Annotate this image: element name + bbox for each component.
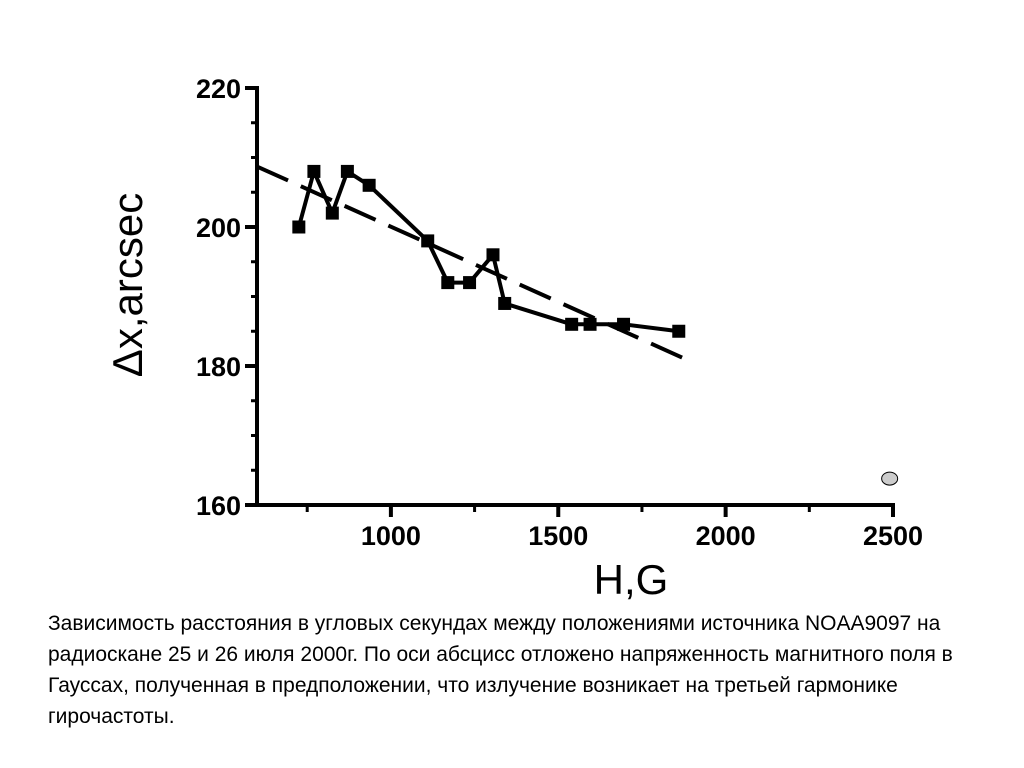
data-point-square xyxy=(292,220,306,234)
data-point-square xyxy=(617,317,631,331)
data-point-circle xyxy=(881,471,899,486)
y-axis-title: Δx,arcsec xyxy=(104,193,151,377)
data-point-square xyxy=(583,317,597,331)
data-point-square xyxy=(486,248,500,262)
x-tick-label: 1500 xyxy=(528,521,588,551)
x-tick-label: 2000 xyxy=(696,521,756,551)
y-tick-label: 200 xyxy=(196,213,241,243)
chart-ticks: 160 180 200 220 1000 1500 2000 2500 xyxy=(196,74,923,551)
y-tick-label: 160 xyxy=(196,491,241,521)
data-point-square xyxy=(565,317,579,331)
x-tick-label: 2500 xyxy=(863,521,923,551)
data-point-square xyxy=(340,164,354,178)
data-point-square xyxy=(672,324,686,338)
figure-caption: Зависимость расстояния в угловых секунда… xyxy=(48,612,953,728)
data-point-square xyxy=(307,164,321,178)
chart-axes xyxy=(255,86,895,507)
data-point-square xyxy=(362,178,376,192)
x-axis-title: H,G xyxy=(594,556,669,600)
data-point-square xyxy=(421,234,435,248)
chart: 160 180 200 220 1000 1500 2000 2500 H,G Δx,arcs… xyxy=(104,74,923,600)
trend-line xyxy=(256,164,687,361)
data-point-square xyxy=(498,296,512,310)
y-tick-label: 220 xyxy=(196,74,241,104)
data-point-square xyxy=(325,206,339,220)
data-point-square xyxy=(441,276,455,290)
data-point-square xyxy=(463,276,477,290)
chart-markers xyxy=(292,164,899,486)
x-tick-label: 1000 xyxy=(361,521,421,551)
y-tick-label: 180 xyxy=(196,352,241,382)
